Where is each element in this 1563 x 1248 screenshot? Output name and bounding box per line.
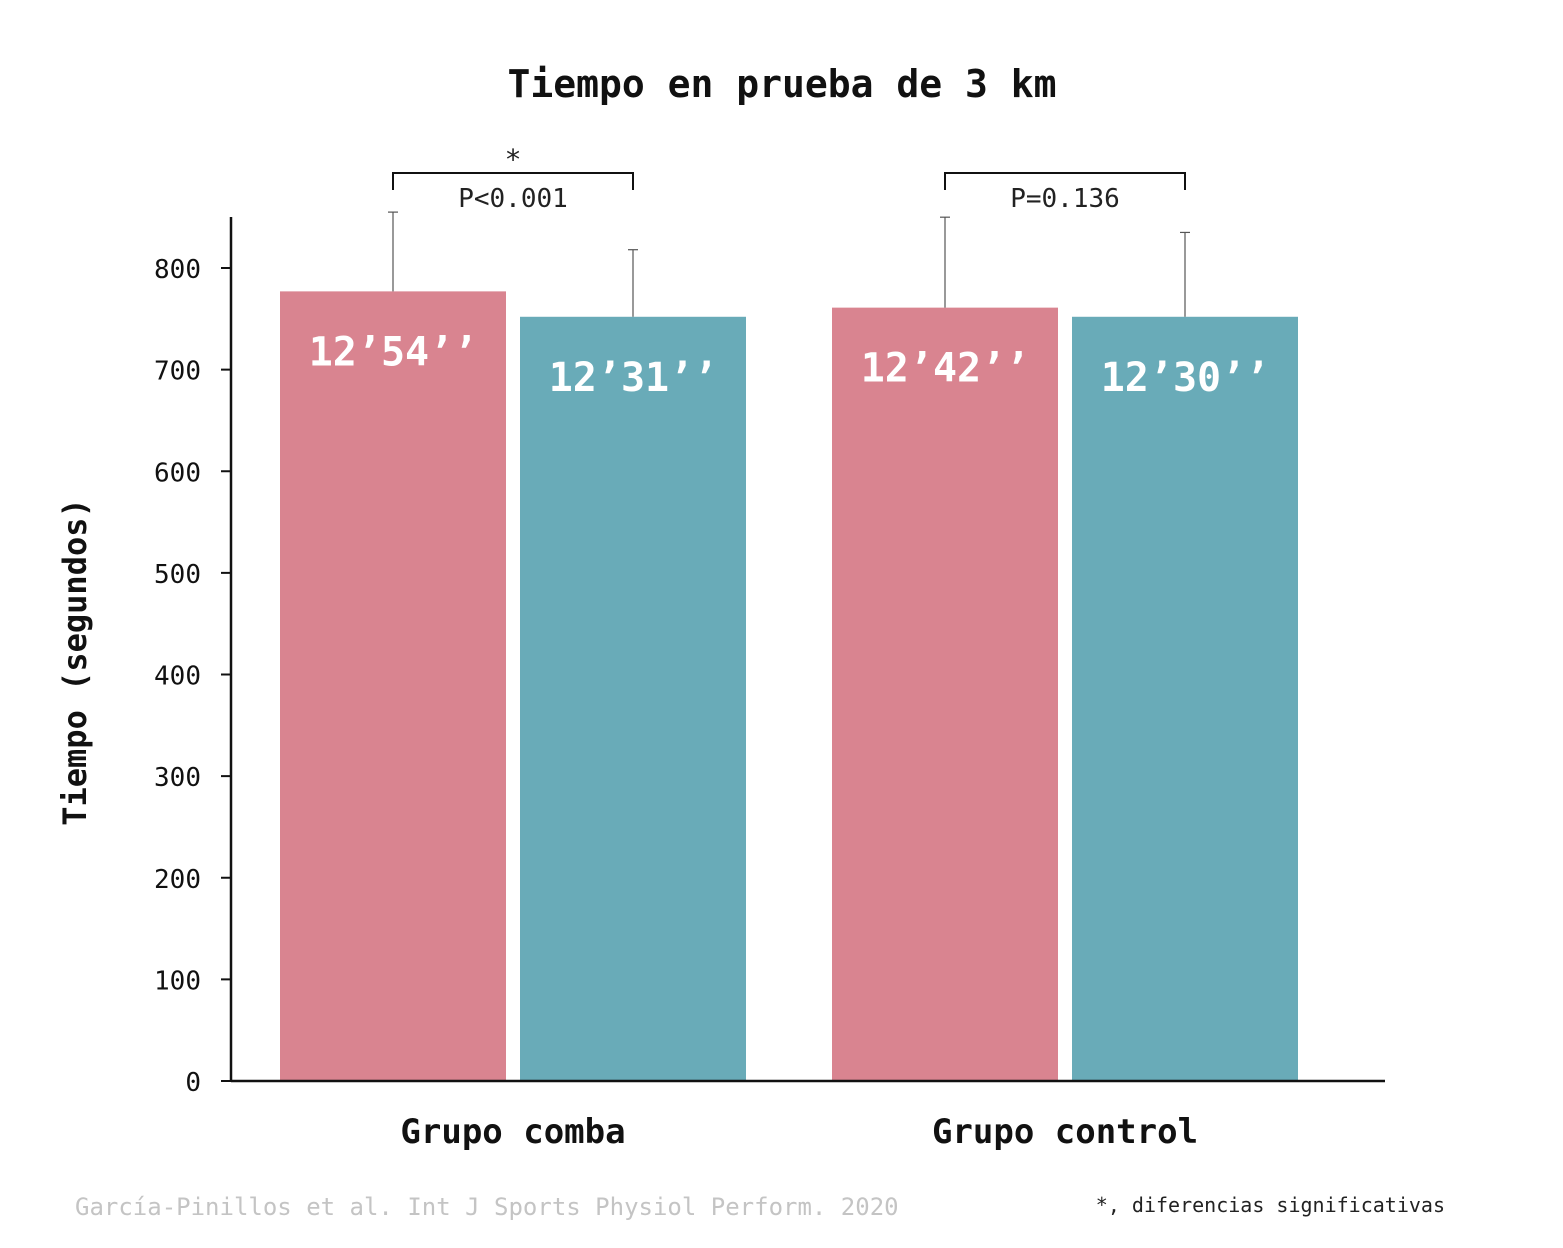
y-axis-label: Tiempo (segundos)	[56, 498, 94, 826]
y-tick-label: 0	[185, 1068, 201, 1098]
y-tick-label: 200	[154, 865, 201, 895]
y-tick-label: 100	[154, 966, 201, 996]
significance-note: *, diferencias significativas	[1096, 1193, 1445, 1217]
y-tick-label: 500	[154, 560, 201, 590]
bar-value-label: 12’42’’	[861, 346, 1030, 392]
bar-value-label: 12’31’’	[549, 355, 718, 401]
x-tick-label: Grupo comba	[400, 1112, 625, 1152]
bar-value-label: 12’30’’	[1101, 355, 1270, 401]
significance-bracket	[392, 172, 634, 190]
bar-value-label: 12’54’’	[309, 329, 478, 375]
bar	[832, 307, 1058, 1081]
chart-title: Tiempo en prueba de 3 km	[507, 62, 1056, 106]
y-tick-label: 400	[154, 662, 201, 692]
significance-marker: *	[505, 143, 522, 176]
bar	[520, 316, 746, 1081]
y-tick-label: 300	[154, 763, 201, 793]
bar	[1072, 316, 1298, 1081]
x-tick-label: Grupo control	[932, 1112, 1198, 1152]
y-tick-label: 800	[154, 255, 201, 285]
bar	[280, 291, 506, 1081]
p-value-label: P=0.136	[1010, 184, 1120, 214]
y-tick-label: 700	[154, 357, 201, 387]
y-tick-label: 600	[154, 458, 201, 488]
p-value-label: P<0.001	[458, 184, 568, 214]
plot-area: 0 100 200 300 400 500 600 700 800 12’54’’ 12’31’’ G…	[154, 143, 1385, 1152]
source-citation: García-Pinillos et al. Int J Sports Phys…	[75, 1193, 899, 1221]
significance-bracket	[944, 172, 1186, 190]
